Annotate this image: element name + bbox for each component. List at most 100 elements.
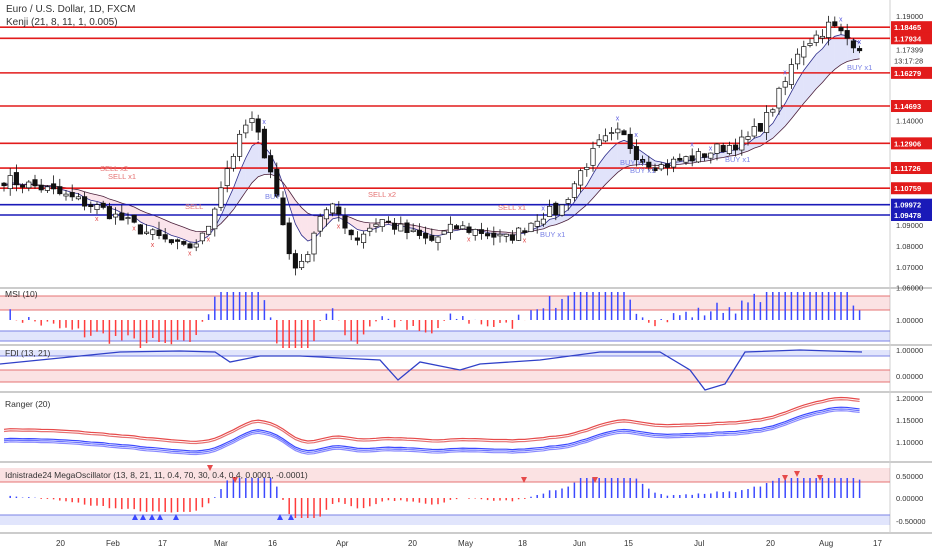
time-tick: 20 xyxy=(766,539,775,548)
osc-buy-arrow xyxy=(140,514,146,520)
kenji-band-segment xyxy=(152,214,159,230)
candle-body xyxy=(416,229,422,236)
candle-body xyxy=(832,21,838,27)
osc-sell-arrow xyxy=(521,477,527,483)
kenji-band-segment xyxy=(834,34,841,70)
kenji-band xyxy=(4,34,860,243)
kenji-marker: x xyxy=(262,119,266,126)
level-label: 1.16279 xyxy=(894,69,921,78)
kenji-band-segment xyxy=(549,218,556,227)
candle-body xyxy=(144,231,150,234)
osc-sell-arrow xyxy=(592,477,598,483)
candle-body xyxy=(69,192,75,198)
level-label: 1.09478 xyxy=(894,211,921,220)
signal-label: BUY x1 xyxy=(847,63,872,72)
price-tick: 1.17399 xyxy=(896,45,923,54)
candle-body xyxy=(646,161,652,168)
candle-body xyxy=(640,158,646,163)
candle-body xyxy=(584,166,590,170)
candle-body xyxy=(268,155,274,173)
candle-body xyxy=(26,181,32,189)
pane-label: FDI (13, 21) xyxy=(5,348,51,358)
osc-buy-arrow xyxy=(173,514,179,520)
kenji-band-segment xyxy=(177,224,184,240)
candle-body xyxy=(212,208,218,230)
candle-body xyxy=(44,186,50,191)
level-label-bg xyxy=(891,100,932,113)
osc-lower-band xyxy=(0,515,890,525)
kenji-band-segment xyxy=(78,189,85,198)
candle-body xyxy=(757,123,763,132)
signal-label: BUY x1 xyxy=(620,158,645,167)
candle-body xyxy=(63,193,69,197)
candle-body xyxy=(162,234,168,240)
osc-buy-arrow xyxy=(288,514,294,520)
candle-body xyxy=(795,53,801,65)
time-tick: 16 xyxy=(268,539,277,548)
kenji-band-segment xyxy=(611,142,618,179)
kenji-marker: x xyxy=(783,70,787,77)
indicator-legend[interactable]: Kenji (21, 8, 11, 1, 0.005) xyxy=(6,17,118,28)
kenji-band-segment xyxy=(128,204,135,217)
kenji-band-segment xyxy=(822,40,829,83)
candle-body xyxy=(1,182,7,187)
candle-body xyxy=(311,232,317,255)
osc-sell-arrow xyxy=(232,477,238,483)
signal-label: BUY x1 xyxy=(725,155,750,164)
osc-sell-arrow xyxy=(794,471,800,477)
candle-body xyxy=(336,206,342,215)
kenji-band-segment xyxy=(797,70,804,112)
osc-sell-arrow xyxy=(207,465,213,471)
candle-body xyxy=(106,206,112,220)
time-tick: 17 xyxy=(158,539,167,548)
candle-body xyxy=(94,204,100,210)
osc-buy-arrow xyxy=(149,514,155,520)
candle-body xyxy=(286,222,292,255)
kenji-band-segment xyxy=(301,207,308,241)
time-tick: Jun xyxy=(573,539,586,548)
candle-body xyxy=(683,156,689,163)
candle-body xyxy=(454,225,460,229)
candle-body xyxy=(423,232,429,239)
candle-body xyxy=(342,215,348,229)
candle-body xyxy=(695,151,701,163)
candle-body xyxy=(807,42,813,46)
price-tick: 1.08000 xyxy=(896,242,923,251)
candle-body xyxy=(503,233,509,237)
candle-body xyxy=(813,34,819,43)
msi-upper-band xyxy=(0,296,890,310)
candle-body xyxy=(274,168,280,197)
osc-sell-arrow xyxy=(817,475,823,481)
level-label: 1.14693 xyxy=(894,102,921,111)
kenji-band-segment xyxy=(586,174,593,205)
kenji-band-segment xyxy=(810,54,817,97)
osc-buy-arrow xyxy=(132,514,138,520)
candle-body xyxy=(621,130,627,136)
kenji-band-segment xyxy=(617,140,624,173)
candle-body xyxy=(385,220,391,223)
kenji-band-segment xyxy=(252,141,259,183)
fdi-line xyxy=(0,349,863,391)
candle-body xyxy=(150,229,156,235)
fdi-lower-band xyxy=(0,370,890,382)
candle-body xyxy=(553,202,559,216)
signal-label: SELL x2 xyxy=(100,164,128,173)
kenji-band-segment xyxy=(159,217,166,233)
time-tick: May xyxy=(458,539,473,548)
candle-body xyxy=(75,196,81,200)
candle-body xyxy=(528,222,534,233)
candle-body xyxy=(652,167,658,171)
candle-body xyxy=(435,236,441,243)
kenji-band-segment xyxy=(183,227,190,242)
pane-tick: 0.00000 xyxy=(896,494,923,503)
candle-body xyxy=(559,204,565,216)
candle-body xyxy=(720,145,726,152)
kenji-band-segment xyxy=(90,193,97,202)
candle-body xyxy=(571,183,577,198)
level-label-bg xyxy=(891,209,932,221)
pane-label: Ranger (20) xyxy=(5,399,51,409)
candle-body xyxy=(32,179,38,187)
kenji-marker: x xyxy=(151,242,155,249)
candle-body xyxy=(175,239,181,242)
